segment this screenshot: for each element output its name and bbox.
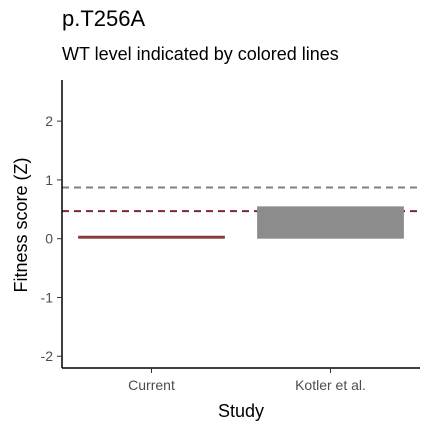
y-axis-title: Fitness score (Z): [11, 157, 31, 292]
y-tick-label: 0: [45, 231, 53, 247]
bars: [78, 206, 404, 239]
x-axis: Current Kotler et al.: [62, 367, 420, 393]
bar-current: [78, 235, 225, 239]
y-tick-label: -1: [41, 289, 54, 305]
y-tick-label: 2: [45, 113, 53, 129]
chart-title: p.T256A: [62, 6, 146, 31]
y-tick-label: 1: [45, 172, 53, 188]
x-tick-label: Current: [128, 377, 175, 393]
x-tick-label: Kotler et al.: [295, 377, 366, 393]
bar-kotler-et-al: [257, 206, 404, 239]
y-tick-label: -2: [41, 348, 54, 364]
x-axis-title: Study: [218, 401, 264, 421]
y-axis: -2 -1 0 1 2: [41, 80, 63, 368]
chart-subtitle: WT level indicated by colored lines: [62, 44, 339, 64]
